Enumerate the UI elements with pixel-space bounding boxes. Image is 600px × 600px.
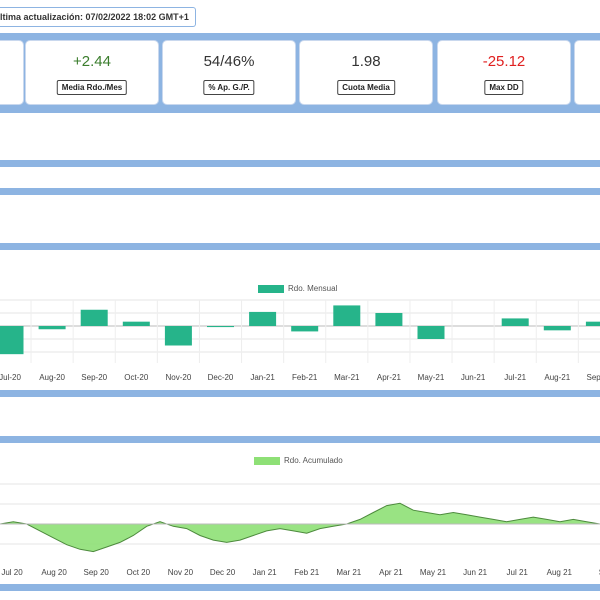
x-tick-label: Nov-20	[166, 373, 192, 382]
legend-text: Rdo. Mensual	[288, 284, 338, 293]
x-tick-label: May 21	[420, 568, 447, 577]
x-tick-label: Dec 20	[210, 568, 236, 577]
x-tick-label: Oct 20	[127, 568, 151, 577]
legend-cumulative: Rdo. Acumulado	[254, 456, 343, 465]
stat-label: Max DD	[484, 80, 524, 95]
stat-label: Cuota Media	[337, 80, 395, 95]
x-tick-label: Jan-21	[250, 373, 275, 382]
x-tick-label: May-21	[418, 373, 445, 382]
x-tick-label: Apr 21	[379, 568, 403, 577]
x-tick-label: Apr-21	[377, 373, 402, 382]
legend-swatch	[254, 456, 280, 465]
x-tick-label: Jul-21	[504, 373, 526, 382]
stat-card-partial-left	[0, 41, 23, 104]
separator-band	[0, 188, 600, 195]
x-tick-label: Aug-21	[544, 373, 570, 382]
x-tick-label: Feb-21	[292, 373, 318, 382]
bar	[585, 321, 600, 326]
bar	[291, 326, 319, 332]
separator-band	[0, 584, 600, 591]
separator-band	[0, 390, 600, 397]
bar	[375, 313, 403, 326]
stat-value: +2.44	[73, 53, 111, 70]
x-tick-label: Sep-21	[587, 373, 600, 382]
stat-value: 1.98	[351, 53, 381, 70]
x-tick-label: Jun-21	[461, 373, 486, 382]
cumulative-line	[0, 502, 600, 553]
x-tick-label: Sep 20	[84, 568, 110, 577]
x-tick-label: Aug 21	[547, 568, 573, 577]
x-tick-label: Oct-20	[124, 373, 149, 382]
stat-label: Media Rdo./Mes	[56, 80, 128, 95]
x-tick-label: Aug 20	[41, 568, 67, 577]
bar	[417, 326, 445, 339]
stat-card-partial-right	[575, 41, 600, 104]
x-tick-label: Mar-21	[334, 373, 360, 382]
stat-card-max-dd: -25.12 Max DD	[438, 41, 570, 104]
stat-card-avg-odds: 1.98 Cuota Media	[300, 41, 432, 104]
x-tick-label: Aug-20	[39, 373, 65, 382]
separator-band	[0, 160, 600, 167]
x-tick-label: Jul 20	[1, 568, 23, 577]
bar	[0, 326, 24, 355]
bar	[122, 321, 150, 326]
bar	[543, 326, 571, 331]
stat-value: 54/46%	[203, 53, 255, 70]
stat-value: -25.12	[482, 53, 526, 70]
bar	[501, 318, 529, 326]
x-tick-label: Jun 21	[463, 568, 488, 577]
separator-band	[0, 243, 600, 250]
cumulative-result-chart: Jul 20 Aug 20 Sep 20 Oct 20 Nov 20 Dec 20 Jan …	[0, 483, 600, 577]
legend-swatch	[258, 284, 284, 293]
x-tick-label: Nov 20	[168, 568, 194, 577]
bar	[207, 326, 234, 328]
stat-card-avg-monthly: +2.44 Media Rdo./Mes	[26, 41, 158, 104]
stat-label: % Ap. G./P.	[203, 80, 255, 95]
bar	[80, 309, 108, 326]
x-tick-label: Jul-20	[0, 373, 21, 382]
x-tick-label: Jan 21	[253, 568, 278, 577]
x-tick-label: Feb 21	[294, 568, 319, 577]
last-update-label: ltima actualización: 07/02/2022 18:02 GM…	[0, 7, 196, 27]
legend-monthly: Rdo. Mensual	[258, 284, 337, 293]
stat-card-win-loss: 54/46% % Ap. G./P.	[163, 41, 295, 104]
separator-band	[0, 436, 600, 443]
x-tick-label: Jul 21	[507, 568, 529, 577]
bar	[333, 305, 361, 326]
x-tick-label: Mar 21	[336, 568, 361, 577]
cumulative-area	[0, 503, 600, 552]
x-tick-label: Dec-20	[208, 373, 234, 382]
x-tick-label: Sep-20	[81, 373, 107, 382]
monthly-result-chart: Jul-20 Aug-20 Sep-20 Oct-20 Nov-20 Dec-20 Jan-…	[0, 299, 600, 382]
bar	[38, 326, 66, 330]
bar	[249, 311, 277, 326]
legend-text: Rdo. Acumulado	[284, 456, 343, 465]
bar	[164, 326, 192, 346]
x-tick-label: S	[599, 568, 600, 577]
